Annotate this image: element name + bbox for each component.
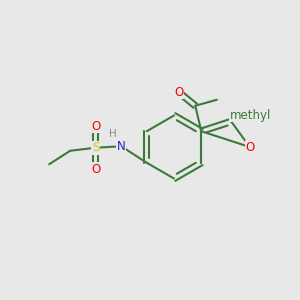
Text: O: O	[91, 163, 100, 176]
Text: O: O	[91, 120, 100, 133]
Text: N: N	[117, 140, 126, 153]
Text: S: S	[92, 141, 99, 154]
Text: O: O	[245, 140, 254, 154]
Text: H: H	[109, 129, 117, 139]
Text: methyl: methyl	[230, 109, 271, 122]
Text: O: O	[174, 86, 183, 99]
